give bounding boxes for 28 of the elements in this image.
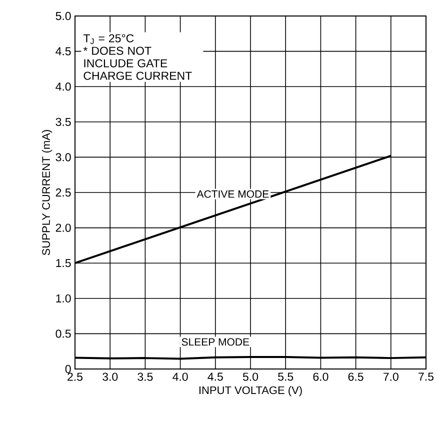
x-tick-label: 7.5 (418, 372, 434, 381)
y-tick-label: 5.0 (56, 12, 71, 20)
y-tick-label: 2.0 (56, 224, 71, 232)
y-axis-title: SUPPLY CURRENT (mA) (42, 130, 52, 256)
x-tick-label: 7.0 (384, 372, 398, 381)
series-label: ACTIVE MODE (196, 190, 269, 198)
y-tick-label: 2.5 (56, 188, 71, 197)
x-tick-label: 4.0 (172, 372, 188, 381)
x-tick-label: 6.0 (313, 372, 328, 381)
y-tick-label: 3.0 (56, 153, 71, 162)
y-tick-label: 4.0 (56, 82, 71, 91)
x-tick-label: 3.0 (102, 372, 118, 381)
annotation: T$_{J}$ = 25°C (83, 34, 134, 44)
series-label: SLEEP MODE (182, 338, 250, 346)
x-tick-label: 6.5 (348, 372, 364, 381)
y-tick-label: 0.5 (56, 330, 71, 338)
x-tick-label: 4.5 (208, 372, 223, 381)
x-axis-title: INPUT VOLTAGE (V) (199, 386, 302, 396)
y-tick-label: 1.5 (56, 259, 71, 268)
x-tick-label: 2.5 (68, 372, 83, 381)
x-tick-label: 3.5 (138, 372, 153, 381)
y-tick-label: 0 (65, 364, 71, 374)
y-tick-label: 4.5 (56, 47, 71, 56)
y-tick-label: 1.0 (56, 294, 71, 302)
annotation: * DOES NOT INCLUDE GATE CHARGE CURRENT (83, 46, 192, 80)
y-tick-label: 3.5 (56, 118, 71, 126)
x-tick-label: 5.0 (242, 372, 258, 381)
x-tick-label: 5.5 (278, 372, 294, 381)
